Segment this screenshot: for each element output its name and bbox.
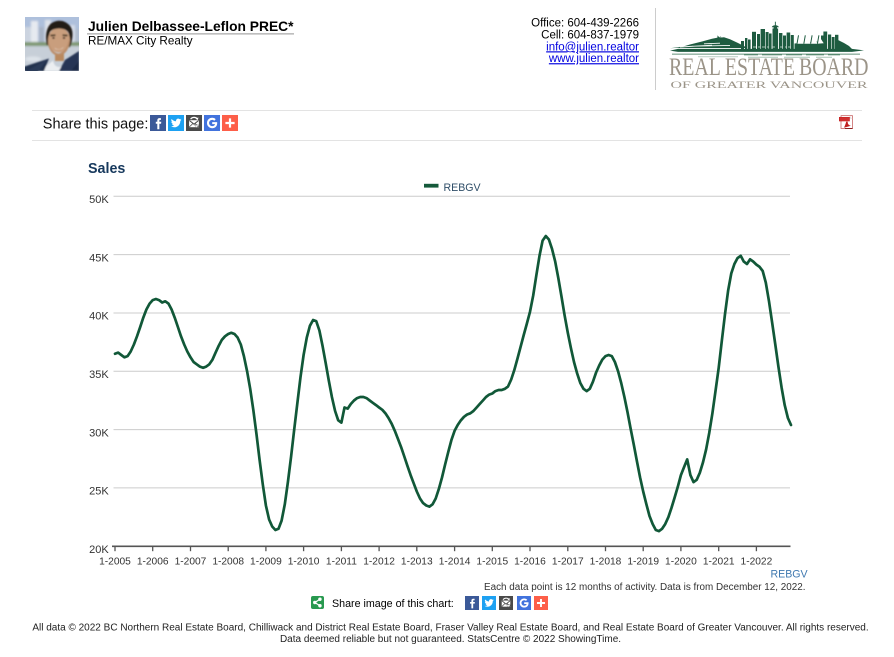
svg-text:Office: 604-439-2266: Office: 604-439-2266	[531, 18, 639, 30]
svg-text:20K: 20K	[89, 544, 109, 556]
svg-text:1-2008: 1-2008	[212, 557, 244, 568]
svg-text:1-2016: 1-2016	[514, 557, 546, 568]
svg-text:50K: 50K	[89, 194, 109, 206]
svg-text:Share this page:: Share this page:	[43, 116, 149, 132]
svg-text:info@julien.realtor: info@julien.realtor	[546, 41, 639, 53]
svg-text:1-2018: 1-2018	[590, 557, 622, 568]
svg-text:Cell: 604-837-1979: Cell: 604-837-1979	[541, 29, 639, 41]
svg-text:Share image of this chart:: Share image of this chart:	[332, 598, 454, 610]
svg-text:1-2020: 1-2020	[665, 557, 697, 568]
svg-text:www.julien.realtor: www.julien.realtor	[548, 53, 639, 65]
svg-text:REAL ESTATE BOARD: REAL ESTATE BOARD	[669, 54, 869, 81]
svg-text:1-2013: 1-2013	[401, 557, 433, 568]
svg-text:1-2015: 1-2015	[476, 557, 508, 568]
svg-text:OF GREATER VANCOUVER: OF GREATER VANCOUVER	[671, 81, 869, 91]
svg-text:1-2014: 1-2014	[439, 557, 471, 568]
svg-text:Data deemed reliable but not g: Data deemed reliable but not guaranteed.…	[280, 634, 621, 645]
svg-text:1-2012: 1-2012	[363, 557, 395, 568]
svg-text:Julien Delbassee-Leflon PREC*: Julien Delbassee-Leflon PREC*	[88, 19, 294, 34]
svg-text:Sales: Sales	[88, 161, 125, 177]
svg-text:1-2021: 1-2021	[703, 557, 735, 568]
svg-text:1-2019: 1-2019	[627, 557, 659, 568]
svg-text:25K: 25K	[89, 486, 109, 498]
svg-text:30K: 30K	[89, 427, 109, 439]
svg-text:40K: 40K	[89, 311, 109, 323]
svg-text:1-2007: 1-2007	[175, 557, 207, 568]
svg-text:45K: 45K	[89, 252, 109, 264]
svg-text:REBGV: REBGV	[771, 568, 809, 580]
svg-text:Each data point is 12 months o: Each data point is 12 months of activity…	[484, 582, 805, 593]
svg-text:1-2022: 1-2022	[741, 557, 773, 568]
svg-text:1-2011: 1-2011	[326, 557, 357, 568]
svg-text:REBGV: REBGV	[444, 182, 482, 194]
svg-text:All data © 2022 BC Northern Re: All data © 2022 BC Northern Real Estate …	[32, 622, 868, 633]
svg-text:RE/MAX City Realty: RE/MAX City Realty	[88, 35, 193, 48]
svg-text:1-2009: 1-2009	[250, 557, 282, 568]
svg-text:1-2017: 1-2017	[552, 557, 584, 568]
svg-text:1-2005: 1-2005	[99, 557, 131, 568]
svg-text:35K: 35K	[89, 369, 109, 381]
svg-text:1-2010: 1-2010	[288, 557, 320, 568]
svg-text:1-2006: 1-2006	[137, 557, 169, 568]
